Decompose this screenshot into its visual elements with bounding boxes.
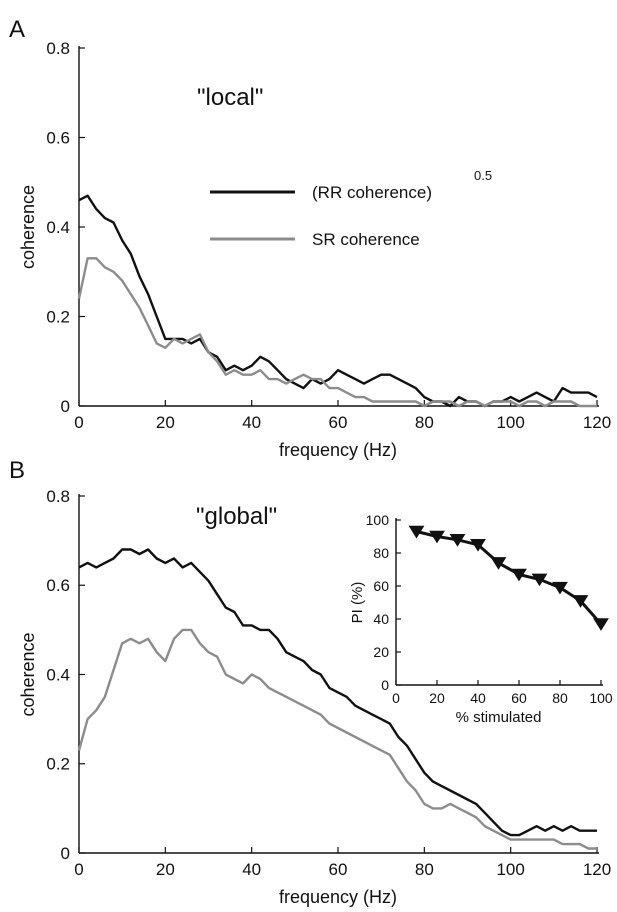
panel-b-inset: 0 20 40 60 80 100 0 20 40 60 80 100 % stimulated PI (…	[349, 512, 613, 726]
panel-b-letter: B	[9, 457, 25, 484]
inset-y-tick-label: 80	[373, 545, 389, 561]
panel-a-x-tick-label: 40	[242, 413, 261, 432]
panel-b-plot: 0 20 40 60 80 100 120 0 0.2 0.4 0.6 0.8 frequency (H…	[18, 487, 611, 907]
inset-x-tick-label: 40	[470, 690, 486, 706]
panel-a-x-tick-label: 20	[156, 413, 175, 432]
inset-y-tick-label: 60	[373, 578, 389, 594]
panel-a-legend: (RR coherence) 0.5 SR coherence	[210, 168, 492, 249]
inset-x-axis-label: % stimulated	[456, 709, 542, 726]
panel-b-annotation: "global"	[196, 503, 277, 530]
panel-a-y-tick-label: 0.8	[46, 39, 70, 58]
panel-b-y-tick-label: 0	[61, 844, 70, 863]
panel-b-y-tick-label: 0.6	[46, 576, 70, 595]
inset-marker	[408, 525, 425, 539]
inset-x-tick-label: 0	[392, 690, 400, 706]
panel-a-plot: 0 20 40 60 80 100 120 0 0.2 0.4 0.6 0.8 frequency (H…	[18, 39, 611, 460]
panel-a-x-tick-label: 0	[74, 413, 83, 432]
legend-rr-superscript: 0.5	[474, 168, 492, 183]
panel-b-series-2-line	[77, 628, 597, 850]
panel-b-y-tick-label: 0.2	[46, 755, 70, 774]
legend-sr-label: SR coherence	[312, 230, 420, 249]
panel-a-x-tick-label: 120	[583, 413, 611, 432]
panel-a-letter: A	[9, 16, 25, 43]
panel-b-y-tick-label: 0.8	[46, 487, 70, 506]
inset-series-1-line	[416, 530, 603, 625]
inset-y-tick-label: 20	[373, 644, 389, 660]
inset-x-tick-label: 80	[552, 690, 568, 706]
panel-b-x-tick-label: 120	[583, 860, 611, 879]
inset-marker	[552, 581, 568, 595]
panel-a-x-tick-label: 100	[496, 413, 524, 432]
panel-b-y-axis-label: coherence	[18, 632, 38, 716]
inset-marker	[490, 557, 507, 570]
inset-y-tick-label: 40	[373, 611, 389, 627]
legend-rr-label: (RR coherence)	[312, 183, 432, 202]
panel-a: A 0 20 40 60 80 100 120 0 0.2 0.4 0.6 0.8 frequency …	[9, 16, 611, 460]
inset-marker	[449, 534, 466, 547]
inset-y-tick-label: 100	[366, 512, 390, 528]
panel-a-series-2-line	[77, 257, 597, 408]
panel-a-x-axis-label: frequency (Hz)	[279, 440, 397, 460]
inset-x-tick-label: 100	[589, 690, 613, 706]
panel-b-x-axis-label: frequency (Hz)	[279, 887, 397, 907]
panel-b-x-tick-label: 100	[496, 860, 524, 879]
inset-marker	[572, 595, 589, 608]
panel-b-x-tick-label: 80	[415, 860, 434, 879]
panel-a-y-tick-label: 0.6	[46, 128, 70, 147]
panel-b-x-tick-label: 60	[329, 860, 348, 879]
panel-b-y-tick-label: 0.4	[46, 665, 70, 684]
panel-a-series-1-line	[78, 194, 598, 408]
inset-y-tick-label: 0	[381, 677, 389, 693]
legend-rr-text: (RR coherence)	[312, 183, 432, 202]
inset-x-tick-label: 20	[429, 690, 445, 706]
panel-b-x-tick-label: 40	[242, 860, 261, 879]
inset-marker	[511, 568, 527, 582]
panel-b-x-tick-label: 20	[156, 860, 175, 879]
panel-a-y-tick-label: 0.4	[46, 218, 70, 237]
panel-a-y-tick-label: 0.2	[46, 307, 70, 326]
panel-b: B 0 20 40 60 80 100 120 0 0.2 0.4 0.6 0.8 frequency …	[9, 457, 613, 907]
inset-marker	[593, 618, 609, 631]
inset-marker	[470, 539, 486, 552]
panel-a-y-tick-label: 0	[61, 397, 70, 416]
panel-a-y-axis-label: coherence	[18, 185, 38, 269]
panel-b-series-1-line	[78, 548, 597, 837]
panel-a-annotation: "local"	[197, 84, 263, 111]
panel-a-x-tick-label: 80	[415, 413, 434, 432]
inset-marker	[429, 530, 445, 544]
panel-b-x-tick-label: 0	[74, 860, 83, 879]
panel-a-x-tick-label: 60	[329, 413, 348, 432]
inset-marker	[531, 573, 548, 587]
inset-x-tick-label: 60	[511, 690, 527, 706]
inset-y-axis-label: PI (%)	[349, 582, 366, 624]
